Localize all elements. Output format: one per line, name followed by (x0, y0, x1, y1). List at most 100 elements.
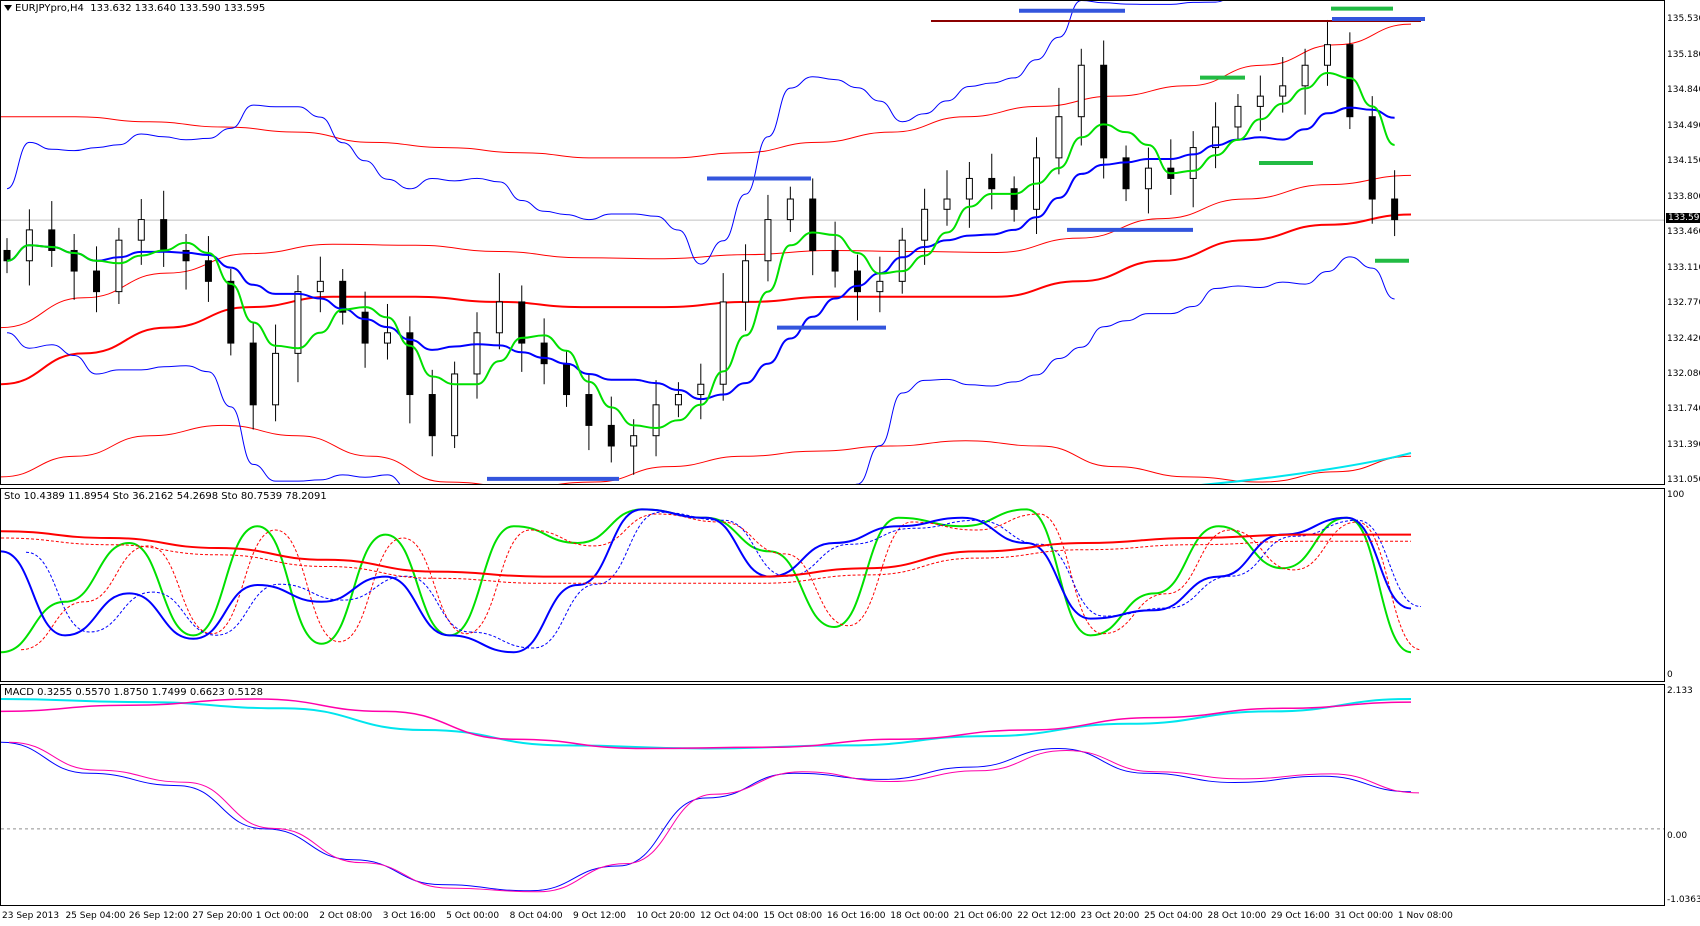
time-axis-label: 15 Oct 08:00 (763, 911, 823, 921)
candle-body (742, 260, 750, 303)
macd-cyan-line (1, 698, 1412, 750)
mid-red-band (1, 174, 1412, 329)
candle-body (1368, 116, 1376, 200)
price-axis-label: 132.080 (1667, 369, 1700, 379)
candle-body (93, 270, 101, 293)
candle-body (428, 394, 436, 437)
candle-body (786, 198, 794, 221)
price-axis-label: 134.150 (1667, 156, 1700, 166)
stochastic-pane[interactable]: Sto 10.4389 11.8954 Sto 36.2162 54.2698 … (0, 488, 1665, 682)
macd-canvas[interactable] (1, 685, 1665, 906)
candle-body (406, 332, 414, 396)
outer-lower-band (1, 424, 1412, 484)
time-axis-label: 29 Oct 16:00 (1271, 911, 1330, 921)
time-axis-label: 21 Oct 06:00 (953, 911, 1013, 921)
stochastic-fast-signal (20, 513, 1422, 651)
candle-body (1077, 64, 1085, 118)
candle-body (943, 198, 951, 210)
candle-body (585, 394, 593, 426)
candle-body (518, 301, 526, 344)
price-axis-label: 134.490 (1667, 121, 1700, 132)
price-axis-label: 133.110 (1667, 263, 1700, 274)
time-axis-label: 12 Oct 04:00 (699, 911, 759, 921)
stochastic-mid-line (1, 508, 1412, 654)
time-axis-label: 18 Oct 00:00 (890, 911, 949, 921)
bollinger-upper-band (6, 1, 1223, 265)
cyan-line (1200, 452, 1412, 484)
candle-body (48, 229, 56, 251)
time-axis-label: 5 Oct 00:00 (446, 911, 500, 921)
price-chart-pane[interactable]: EURJPYpro,H4 133.632 133.640 133.590 133… (0, 0, 1665, 485)
candle-body (1323, 44, 1331, 66)
candle-body (876, 280, 884, 293)
green-moving-average (6, 71, 1395, 430)
candle-body (1212, 126, 1220, 149)
candle-body (1279, 85, 1287, 97)
candle-body (764, 219, 772, 262)
triangle-down-icon[interactable] (4, 5, 12, 11)
candle-body (3, 249, 11, 262)
time-axis-label: 9 Oct 12:00 (573, 911, 626, 921)
stochastic-axis-min: 0 (1667, 670, 1673, 680)
price-chart-canvas[interactable] (1, 1, 1665, 485)
price-axis-label: 131.390 (1667, 440, 1700, 450)
price-axis[interactable]: 135.530 135.180 134.840 134.490 134.150 133.8… (1665, 0, 1700, 485)
candle-body (697, 383, 705, 396)
stochastic-mid-signal (25, 511, 1422, 649)
price-axis-label: 135.180 (1667, 50, 1700, 61)
price-axis-label: 133.800 (1667, 192, 1700, 203)
candle-body (1256, 95, 1264, 107)
candle-body (1144, 167, 1152, 190)
stochastic-slow-signal (1, 537, 1411, 584)
candle-body (1234, 105, 1242, 128)
blue-moving-average (6, 106, 1395, 401)
macd-axis-zero: 0.00 (1667, 831, 1688, 841)
time-axis-label: 28 Oct 10:00 (1207, 911, 1267, 921)
candle-body (473, 332, 481, 375)
candle-body (1055, 116, 1063, 159)
time-axis-label: 10 Oct 20:00 (636, 911, 696, 921)
macd-axis-max: 2.133 (1667, 686, 1693, 696)
candle-body (361, 311, 369, 344)
time-axis-label: 3 Oct 16:00 (382, 911, 436, 921)
candle-body (294, 291, 302, 354)
time-axis-label: 16 Oct 16:00 (826, 911, 886, 921)
macd-axis: 2.133 0.00 -1.0363 (1665, 684, 1700, 906)
candle-body (831, 249, 839, 272)
macd-title: MACD 0.3255 0.5570 1.8750 1.7499 0.6623 … (4, 687, 263, 698)
candle-body (809, 198, 817, 251)
time-axis-label: 8 Oct 04:00 (509, 911, 563, 921)
candle-body (137, 219, 145, 241)
stochastic-canvas[interactable] (1, 489, 1665, 682)
time-axis-label: 27 Sep 20:00 (192, 911, 253, 921)
macd-pane[interactable]: MACD 0.3255 0.5570 1.8750 1.7499 0.6623 … (0, 684, 1665, 906)
price-axis-label: 131.740 (1667, 403, 1700, 414)
candle-body (70, 249, 78, 272)
current-price-box: 133.595 (1666, 213, 1700, 224)
candle-body (1189, 147, 1197, 179)
macd-signal-line (8, 741, 1420, 893)
price-axis-label: 135.530 (1667, 14, 1700, 24)
candle-body (272, 352, 280, 406)
time-axis-label: 1 Nov 08:00 (1397, 911, 1453, 921)
candle-body (1122, 157, 1130, 190)
candle-body (607, 424, 615, 447)
time-axis-label: 2 Oct 08:00 (319, 911, 373, 921)
time-axis-label: 31 Oct 00:00 (1334, 911, 1394, 921)
time-axis-label: 1 Oct 00:00 (255, 911, 309, 921)
time-axis-label: 26 Sep 12:00 (128, 911, 189, 921)
price-axis-label: 132.420 (1667, 334, 1700, 345)
time-axis-label: 25 Oct 04:00 (1144, 911, 1203, 921)
candle-body (495, 301, 503, 334)
stochastic-axis-max: 100 (1667, 490, 1685, 500)
chart-ohlc: 133.632 133.640 133.590 133.595 (90, 3, 266, 14)
candle-body (182, 249, 190, 262)
macd-signal-upper (1, 698, 1412, 750)
macd-main-line (1, 741, 1412, 892)
candle-body (853, 270, 861, 293)
chart-header: EURJPYpro,H4 133.632 133.640 133.590 133… (4, 3, 265, 14)
candle-body (898, 239, 906, 282)
price-axis-label: 131.050 (1667, 475, 1700, 485)
candle-body (630, 435, 638, 447)
candle-body (1100, 64, 1108, 159)
